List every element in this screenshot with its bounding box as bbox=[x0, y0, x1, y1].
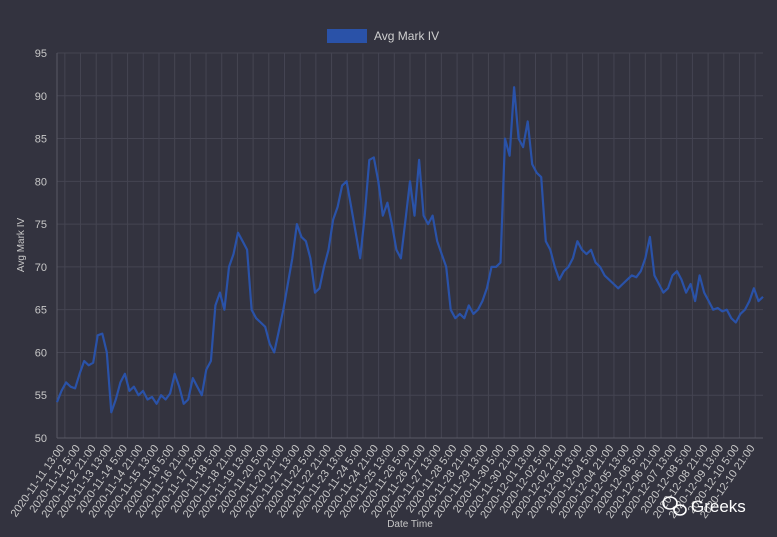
y-tick-label: 90 bbox=[35, 91, 47, 103]
y-tick-labels: 50 55 60 65 70 75 80 85 90 95 bbox=[35, 48, 47, 445]
y-tick-label: 50 bbox=[35, 433, 47, 445]
y-tick-label: 60 bbox=[35, 347, 47, 359]
legend-swatch[interactable] bbox=[327, 29, 367, 43]
gridlines bbox=[57, 52, 763, 439]
legend-label[interactable]: Avg Mark IV bbox=[374, 29, 439, 43]
y-tick-label: 65 bbox=[35, 305, 47, 317]
y-tick-label: 70 bbox=[35, 262, 47, 274]
y-axis-title: Avg Mark IV bbox=[16, 218, 27, 273]
watermark: Greeks bbox=[662, 496, 746, 516]
y-tick-label: 95 bbox=[35, 48, 47, 60]
axes bbox=[56, 53, 763, 439]
series-layer bbox=[55, 86, 764, 414]
watermark-brand: Greeks bbox=[691, 497, 746, 516]
y-tick-label: 75 bbox=[35, 219, 47, 231]
wechat-icon bbox=[662, 496, 687, 516]
x-axis-title: Date Time bbox=[387, 519, 433, 530]
y-tick-label: 85 bbox=[35, 134, 47, 146]
y-tick-label: 80 bbox=[35, 176, 47, 188]
series-line bbox=[55, 86, 764, 414]
y-tick-label: 55 bbox=[35, 390, 47, 402]
legend[interactable]: Avg Mark IV bbox=[327, 29, 439, 43]
